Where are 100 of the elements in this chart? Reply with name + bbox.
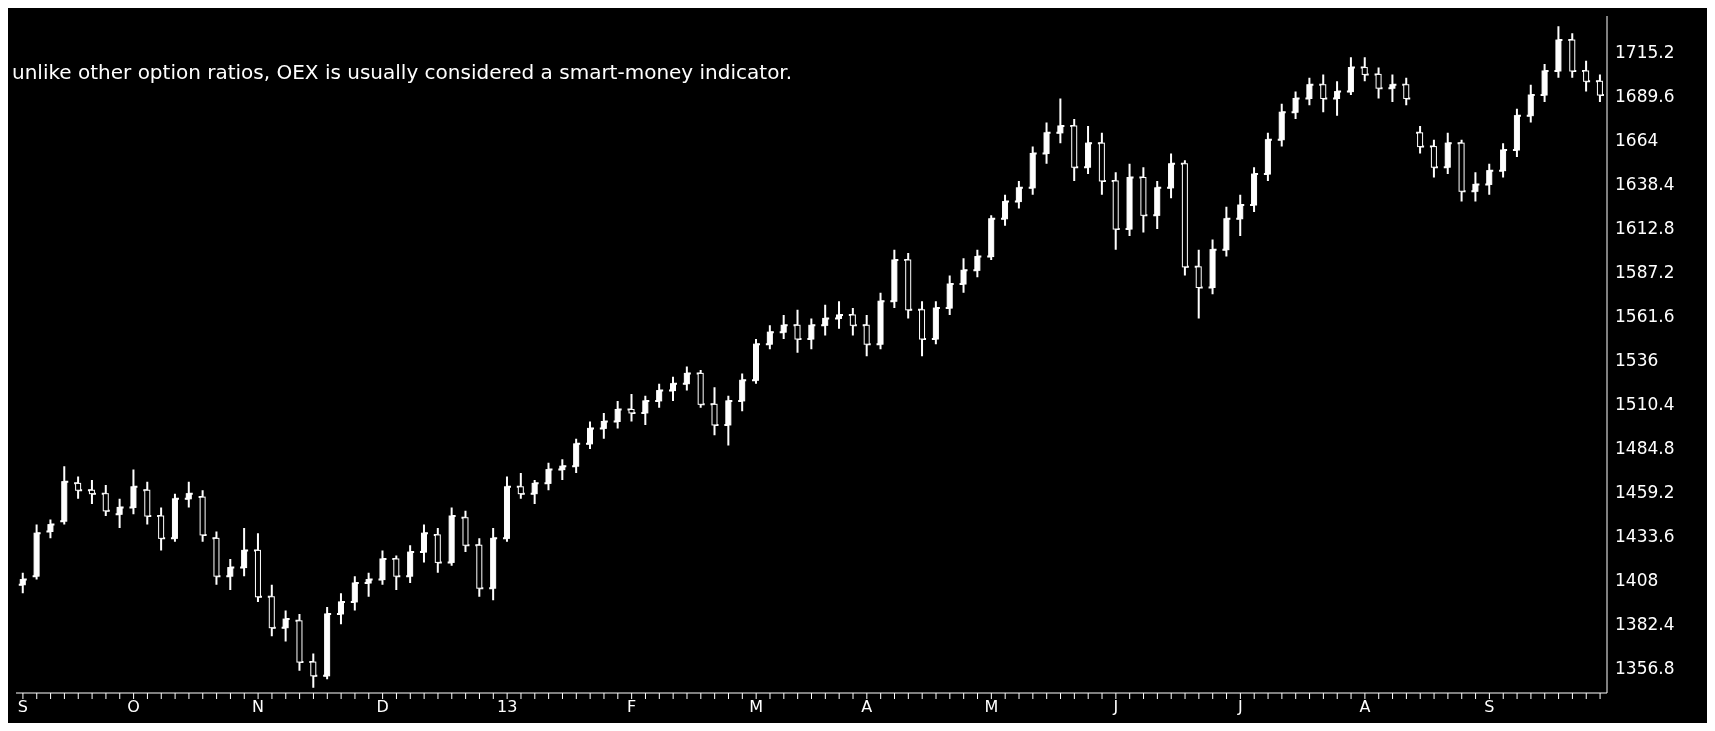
candlestick: [227, 557, 234, 591]
candlestick: [656, 382, 663, 409]
candlestick: [1403, 76, 1410, 107]
candlestick: [365, 571, 372, 598]
candlestick: [1472, 171, 1479, 203]
x-tick-label: O: [127, 697, 140, 717]
candlestick: [171, 492, 178, 543]
candlestick: [1085, 124, 1092, 176]
candlestick: [573, 437, 580, 475]
candlestick: [1500, 142, 1507, 179]
candlestick: [102, 484, 109, 518]
candlestick: [1541, 63, 1548, 103]
candlestick: [476, 537, 483, 598]
candlestick: [241, 527, 248, 578]
candlestick: [158, 506, 165, 552]
y-tick-label: 1356.8: [1615, 657, 1675, 678]
candlestick: [808, 317, 815, 351]
candlestick: [1223, 205, 1230, 258]
candlestick: [116, 497, 123, 530]
candlestick: [517, 472, 524, 500]
candlestick: [88, 478, 95, 505]
candlestick: [1527, 83, 1534, 124]
candlestick: [379, 549, 386, 586]
candlestick: [310, 652, 317, 689]
candlestick: [1043, 121, 1050, 165]
candlestick: [351, 575, 358, 612]
candlestick: [393, 554, 400, 591]
candlestick: [614, 399, 621, 430]
candlestick: [1596, 73, 1603, 103]
candlestick: [683, 365, 690, 392]
candlestick: [144, 480, 151, 526]
candlestick: [1264, 131, 1271, 182]
candlestick: [1057, 97, 1064, 145]
y-tick-label: 1715.2: [1615, 41, 1675, 62]
candlestick: [199, 489, 206, 543]
y-tick-label: 1587.2: [1615, 261, 1675, 282]
candlestick: [75, 475, 82, 500]
candlestick: [1098, 131, 1105, 196]
y-tick-label: 1408: [1615, 569, 1659, 590]
candlestick: [877, 291, 884, 351]
y-tick-label: 1664: [1615, 129, 1659, 150]
candlestick: [61, 465, 68, 526]
candlestick: [213, 530, 220, 586]
candlestick: [1334, 80, 1341, 117]
candlestick: [794, 308, 801, 354]
candlestick: [711, 386, 718, 437]
candlestick: [33, 523, 40, 581]
candlestick: [1486, 162, 1493, 196]
candlestick: [780, 313, 787, 341]
candlestick: [905, 252, 912, 320]
candlestick: [1029, 145, 1036, 196]
candlestick: [1292, 90, 1299, 121]
y-tick-label: 1459.2: [1615, 481, 1675, 502]
candlestick: [988, 214, 995, 261]
candlestick: [891, 248, 898, 310]
y-tick-label: 1561.6: [1615, 305, 1675, 326]
y-tick-label: 1638.4: [1615, 173, 1675, 194]
candlestick: [974, 248, 981, 279]
y-tick-label: 1484.8: [1615, 437, 1675, 458]
candlestick: [130, 468, 137, 516]
candlestick: [1002, 193, 1009, 227]
x-tick-label: N: [252, 697, 265, 717]
y-tick-label: 1612.8: [1615, 217, 1675, 238]
candlestick: [1320, 73, 1327, 114]
candlestick: [1569, 32, 1576, 79]
x-tick-label: S: [1484, 697, 1495, 717]
candlestick: [420, 523, 427, 564]
candlestick: [282, 609, 289, 643]
candlestick: [1181, 159, 1188, 277]
x-tick-label: M: [984, 697, 999, 717]
y-tick-label: 1433.6: [1615, 525, 1675, 546]
candlestick: [1375, 66, 1382, 100]
annotation: unlike other option ratios, OEX is usually considered a smart-money indicator.: [12, 60, 793, 84]
candlestick: [1168, 152, 1175, 200]
candlestick: [1347, 56, 1354, 97]
candlestick: [1583, 59, 1590, 93]
candlestick: [1417, 124, 1424, 155]
candlestick: [1071, 118, 1078, 182]
x-tick-label: A: [1359, 697, 1371, 717]
candlestick: [1126, 162, 1133, 237]
candlestick: [863, 313, 870, 358]
candlestick: [407, 544, 414, 585]
candlestick: [1140, 166, 1147, 234]
candlestick: [600, 411, 607, 440]
candlestick: [531, 478, 538, 505]
y-tick-label: 1510.4: [1615, 393, 1675, 414]
candlestick: [254, 532, 261, 603]
candlestick: [559, 458, 566, 481]
candlestick: [1015, 179, 1022, 210]
y-tick-label: 1536: [1615, 349, 1659, 370]
candlestick: [1361, 56, 1368, 83]
candlestick: [1112, 171, 1119, 251]
candlestick: [1458, 138, 1465, 203]
candlestick: [462, 509, 469, 554]
x-tick-label: D: [376, 697, 389, 717]
x-tick-label: J: [1237, 697, 1243, 717]
candlestick: [185, 480, 192, 509]
candlestick: [1251, 166, 1258, 213]
candlestick: [642, 394, 649, 426]
candlestick: [47, 518, 54, 540]
